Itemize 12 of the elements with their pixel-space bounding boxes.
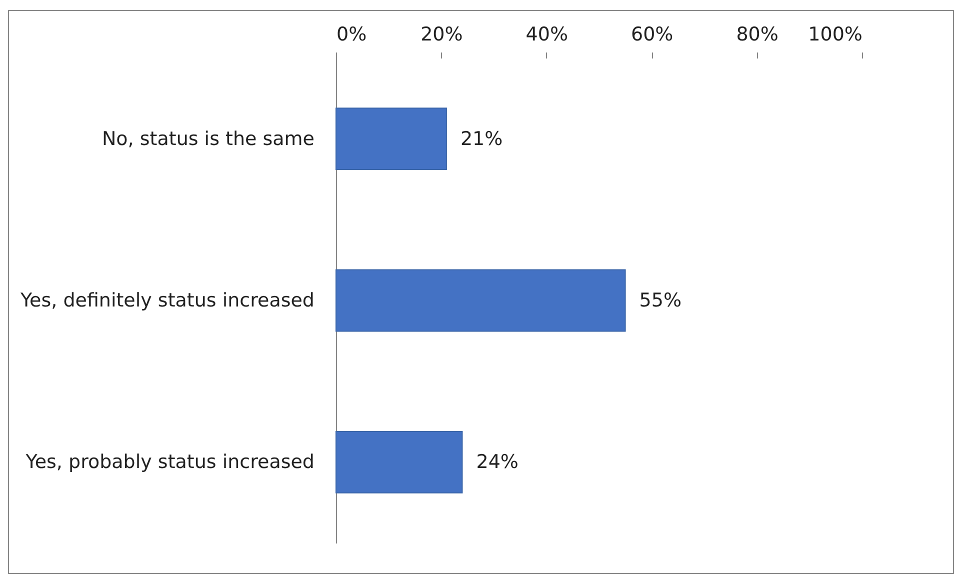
x-tick-label: 100% [808, 24, 862, 46]
y-tick-label: No, status is the same [102, 128, 314, 150]
x-tick-label: 60% [630, 24, 674, 46]
data-label: 24% [476, 451, 518, 474]
y-tick-label: Yes, probably status increased [24, 451, 314, 474]
y-tick-label: Yes, definitely status increased [19, 290, 314, 312]
x-tick-label: 80% [736, 24, 778, 46]
x-tick-label: 0% [336, 24, 367, 46]
data-label: 21% [460, 128, 503, 150]
x-tick-label: 40% [526, 24, 568, 46]
data-label: 55% [639, 290, 682, 312]
x-tick-label: 20% [420, 24, 463, 46]
